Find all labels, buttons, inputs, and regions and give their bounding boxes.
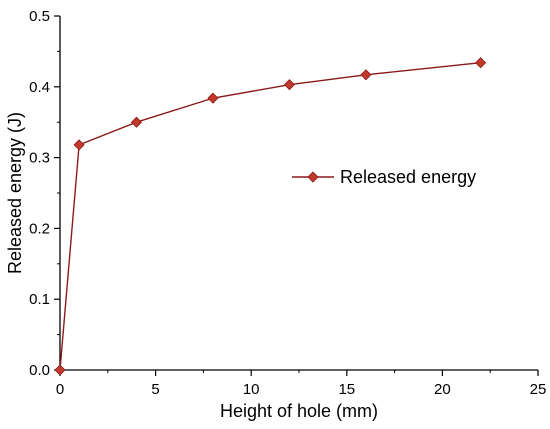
y-tick-label: 0.5 bbox=[29, 8, 50, 25]
data-point bbox=[130, 116, 143, 128]
x-axis-ticks: 0 5 10 15 20 25 bbox=[56, 370, 547, 398]
plot-area bbox=[54, 57, 487, 376]
data-point bbox=[207, 92, 219, 104]
legend-marker bbox=[307, 171, 319, 183]
series-line bbox=[59, 62, 481, 371]
legend-label: Released energy bbox=[340, 167, 476, 187]
y-axis-ticks: 0.0 0.1 0.2 0.3 0.4 0.5 bbox=[29, 8, 60, 379]
x-tick-label: 20 bbox=[434, 381, 451, 398]
data-point bbox=[475, 57, 487, 69]
x-axis-title: Height of hole (mm) bbox=[220, 401, 378, 421]
data-point bbox=[73, 139, 85, 151]
y-tick-label: 0.3 bbox=[29, 150, 50, 167]
data-point bbox=[360, 69, 372, 81]
x-tick-label: 0 bbox=[56, 381, 64, 398]
x-tick-label: 25 bbox=[530, 381, 547, 398]
x-tick-label: 15 bbox=[338, 381, 355, 398]
y-tick-label: 0.2 bbox=[29, 220, 50, 237]
y-tick-label: 0.0 bbox=[29, 362, 50, 379]
data-point bbox=[54, 364, 66, 376]
data-point bbox=[283, 79, 296, 91]
y-axis-title: Released energy (J) bbox=[5, 112, 25, 274]
y-tick-label: 0.1 bbox=[29, 291, 50, 308]
legend: Released energy bbox=[292, 167, 476, 187]
axes bbox=[59, 16, 538, 371]
y-tick-label: 0.4 bbox=[29, 79, 50, 96]
x-tick-label: 10 bbox=[243, 381, 260, 398]
x-tick-label: 5 bbox=[151, 381, 159, 398]
